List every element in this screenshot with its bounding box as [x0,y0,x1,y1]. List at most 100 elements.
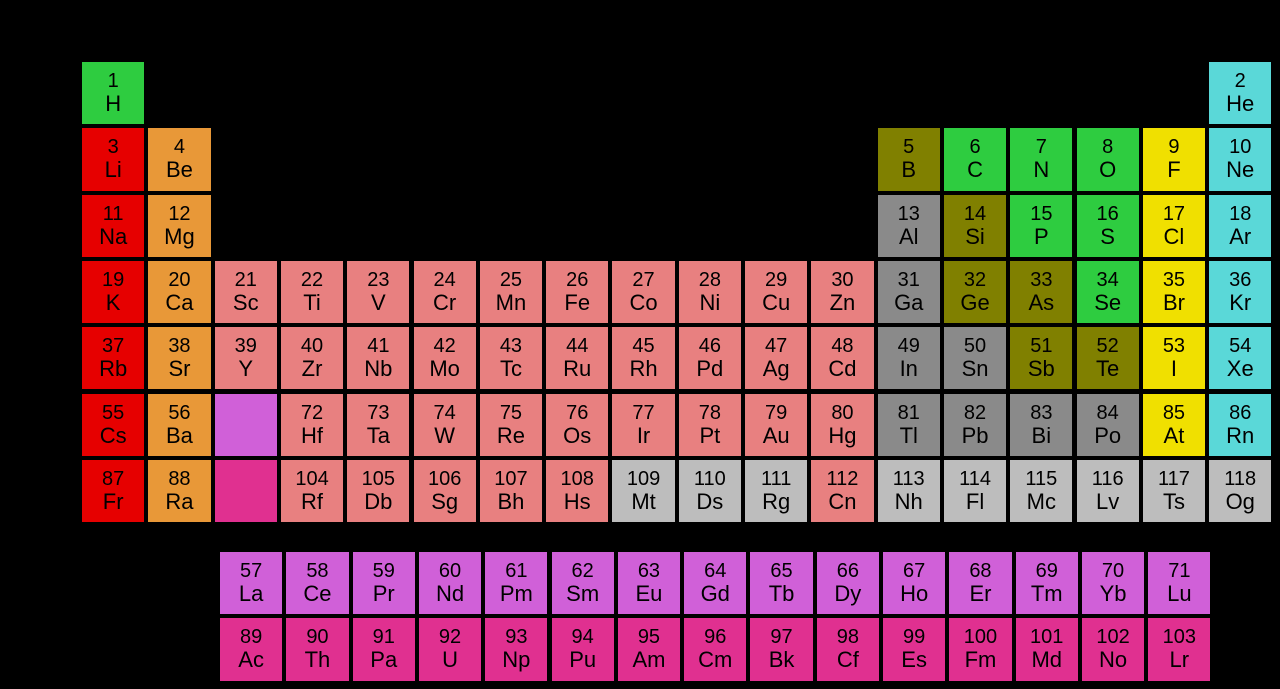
element-cell: 57La [218,550,284,616]
element-cell: 49In [876,325,942,391]
element-symbol: Re [497,424,525,447]
atomic-number: 65 [770,561,792,582]
element-symbol: Tl [900,424,918,447]
element-cell: 42Mo [412,325,478,391]
atomic-number: 20 [168,270,190,291]
element-cell: 34Se [1075,259,1141,325]
element-symbol: Og [1226,490,1255,513]
element-symbol: K [106,291,121,314]
element-symbol: Zn [830,291,856,314]
element-cell: 1H [80,60,146,126]
element-symbol: Pd [696,357,723,380]
atomic-number: 22 [301,270,323,291]
atomic-number: 102 [1096,627,1129,648]
atomic-number: 46 [699,336,721,357]
atomic-number: 106 [428,469,461,490]
element-symbol: Cn [828,490,856,513]
element-symbol: Lv [1096,490,1119,513]
atomic-number: 19 [102,270,124,291]
atomic-number: 38 [168,336,190,357]
atomic-number: 59 [373,561,395,582]
atomic-number: 23 [367,270,389,291]
element-symbol: O [1099,158,1116,181]
element-cell: 2He [1207,60,1273,126]
element-symbol: Es [901,648,927,671]
element-cell: 26Fe [544,259,610,325]
atomic-number: 28 [699,270,721,291]
atomic-number: 94 [572,627,594,648]
element-symbol: Md [1031,648,1062,671]
atomic-number: 31 [898,270,920,291]
element-cell: 39Y [213,325,279,391]
element-symbol: Ac [238,648,264,671]
element-symbol: Pb [962,424,989,447]
element-cell: 35Br [1141,259,1207,325]
element-symbol: As [1028,291,1054,314]
element-symbol: Mg [164,225,195,248]
element-symbol: Ca [165,291,193,314]
element-symbol: Be [166,158,193,181]
element-symbol: Po [1094,424,1121,447]
element-symbol: Sg [431,490,458,513]
atomic-number: 118 [1224,469,1256,490]
element-cell: 8O [1075,126,1141,192]
atomic-number: 9 [1168,137,1179,158]
atomic-number: 67 [903,561,925,582]
element-cell: 44Ru [544,325,610,391]
element-cell: 62Sm [550,550,616,616]
element-cell: 91Pa [351,616,417,682]
element-symbol: Al [899,225,919,248]
element-cell: 27Co [610,259,676,325]
element-symbol: Sb [1028,357,1055,380]
element-cell: 38Sr [146,325,212,391]
atomic-number: 78 [699,403,721,424]
element-symbol: W [434,424,455,447]
element-cell: 28Ni [677,259,743,325]
element-cell: 85At [1141,392,1207,458]
element-cell: 105Db [345,458,411,524]
element-symbol: Rf [301,490,323,513]
atomic-number: 76 [566,403,588,424]
element-cell: 6C [942,126,1008,192]
element-symbol: Ar [1229,225,1251,248]
element-cell: 20Ca [146,259,212,325]
element-cell: 52Te [1075,325,1141,391]
atomic-number: 92 [439,627,461,648]
element-cell: 94Pu [550,616,616,682]
element-symbol: Cl [1164,225,1185,248]
element-symbol: Pt [699,424,720,447]
atomic-number: 58 [306,561,328,582]
element-cell: 76Os [544,392,610,458]
element-cell: 115Mc [1008,458,1074,524]
atomic-number: 48 [831,336,853,357]
atomic-number: 87 [102,469,124,490]
atomic-number: 17 [1163,204,1185,225]
element-symbol: Rn [1226,424,1254,447]
element-cell: 117Ts [1141,458,1207,524]
atomic-number: 75 [500,403,522,424]
element-cell: 37Rb [80,325,146,391]
element-symbol: Tb [769,582,795,605]
element-cell: 111Rg [743,458,809,524]
element-cell: 43Tc [478,325,544,391]
element-cell: 14Si [942,193,1008,259]
atomic-number: 66 [837,561,859,582]
element-symbol: Eu [635,582,662,605]
element-cell: 81Tl [876,392,942,458]
atomic-number: 117 [1158,469,1190,490]
element-cell: 86Rn [1207,392,1273,458]
element-cell: 113Nh [876,458,942,524]
element-symbol: Fe [564,291,590,314]
element-symbol: Lr [1170,648,1190,671]
element-symbol: Au [763,424,790,447]
element-symbol: Rb [99,357,127,380]
element-cell: 74W [412,392,478,458]
atomic-number: 83 [1030,403,1052,424]
atomic-number: 109 [627,469,660,490]
element-cell: 102No [1080,616,1146,682]
element-symbol: Ho [900,582,928,605]
element-symbol: Na [99,225,127,248]
element-symbol: Si [965,225,985,248]
atomic-number: 6 [969,137,980,158]
atomic-number: 112 [827,469,859,490]
